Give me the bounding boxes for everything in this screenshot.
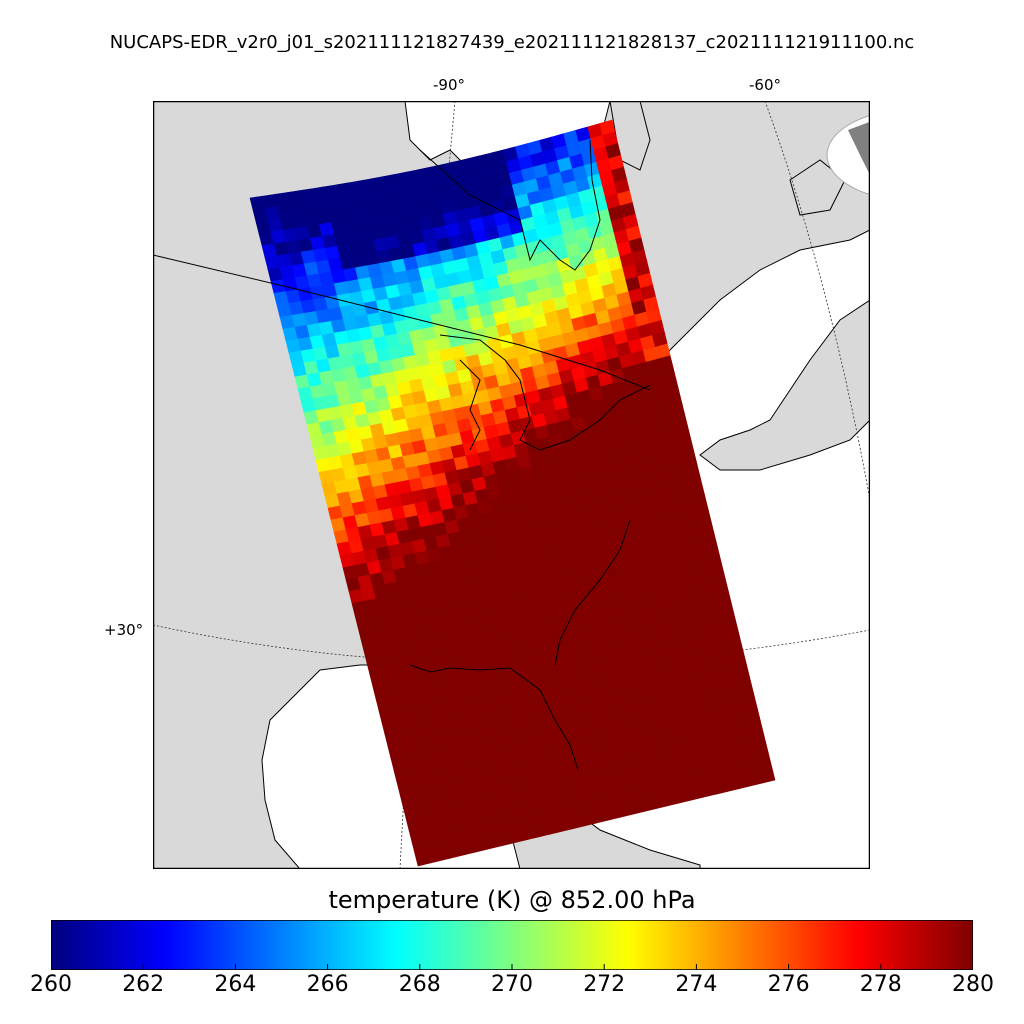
plot-title: NUCAPS-EDR_v2r0_j01_s202111121827439_e20… xyxy=(109,32,915,53)
colorbar-tick-label: 270 xyxy=(491,972,533,997)
longitude-label: -90° xyxy=(433,76,465,94)
colorbar-gradient xyxy=(51,920,973,970)
colorbar-tick-label: 266 xyxy=(306,972,349,997)
colorbar-tick-label: 276 xyxy=(767,972,810,997)
colorbar-tick-label: 264 xyxy=(214,972,257,997)
colorbar-tick-label: 274 xyxy=(675,972,718,997)
colorbar-tick-label: 272 xyxy=(583,972,626,997)
inset-world-map xyxy=(826,114,870,196)
colorbar-tick-label: 278 xyxy=(859,972,902,997)
map-panel xyxy=(152,100,871,870)
longitude-label: -60° xyxy=(749,76,781,94)
swath-cell xyxy=(759,767,776,784)
colorbar-title: temperature (K) @ 852.00 hPa xyxy=(328,886,696,914)
map-frame xyxy=(152,100,871,870)
colorbar-tick-labels: 260 262 264 266 268 270 272 274 276 278 280 xyxy=(0,972,1024,1012)
latitude-label: +30° xyxy=(104,621,144,639)
colorbar-tick-label: 262 xyxy=(122,972,165,997)
coastlines xyxy=(153,139,651,771)
map-svg xyxy=(152,100,871,870)
colorbar xyxy=(51,920,973,970)
colorbar-tick-label: 268 xyxy=(398,972,441,997)
colorbar-tick-label: 260 xyxy=(30,972,72,997)
colorbar-tick-label: 280 xyxy=(952,972,994,997)
